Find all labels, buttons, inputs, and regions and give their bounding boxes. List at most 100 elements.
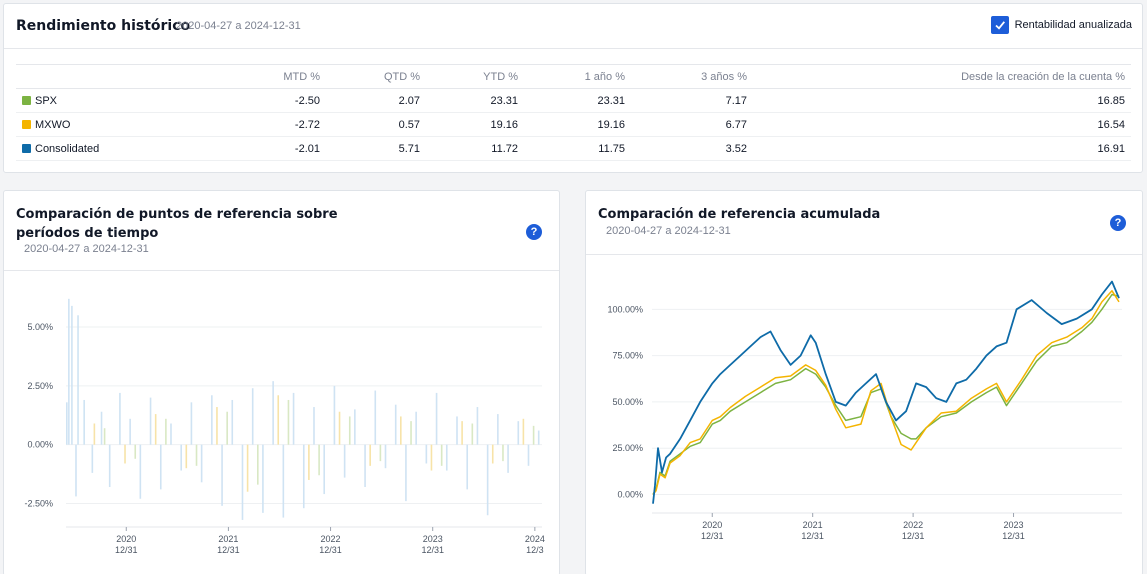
y-tick-label: 50.00% xyxy=(612,397,643,407)
bar-mark xyxy=(216,407,218,445)
annualized-return-toggle[interactable]: Rentabilidad anualizada xyxy=(990,16,1132,34)
cell-value: 11.72 xyxy=(426,136,524,161)
bar-mark xyxy=(476,407,479,445)
annualized-checkbox[interactable] xyxy=(990,16,1009,34)
y-tick-label: 0.00% xyxy=(27,440,53,450)
table-header-row: MTD % QTD % YTD % 1 año % 3 años % Desde… xyxy=(16,64,1131,89)
performance-header: Rendimiento histórico 2020-04-27 a 2024-… xyxy=(4,4,1142,49)
bar-mark xyxy=(302,444,305,509)
bar-mark xyxy=(364,444,366,488)
x-tick-sublabel: 12/31 xyxy=(319,545,342,555)
bar-mark xyxy=(522,418,525,445)
x-tick-label: 2020 xyxy=(116,534,136,544)
bar-mark xyxy=(440,444,443,466)
bar-mark xyxy=(532,425,535,445)
bar-mark xyxy=(308,444,310,480)
cell-value: 16.85 xyxy=(753,88,1131,113)
bar-mark xyxy=(318,444,320,476)
bar-mark xyxy=(190,402,193,445)
x-tick-sublabel: 12/31 xyxy=(115,545,138,555)
bar-mark xyxy=(257,444,259,485)
cell-value: 7.17 xyxy=(631,88,753,113)
help-icon[interactable]: ? xyxy=(1110,215,1126,231)
bar-mark xyxy=(537,430,540,445)
help-icon[interactable]: ? xyxy=(526,224,542,240)
bar-mark xyxy=(139,444,142,499)
consolidated-swatch xyxy=(22,143,31,153)
bar-mark xyxy=(75,444,77,497)
x-tick-sublabel: 12/31 xyxy=(217,545,240,555)
x-tick-label: 2021 xyxy=(218,534,238,544)
bar-mark xyxy=(129,418,131,445)
bar-mark xyxy=(445,444,448,471)
cell-value: -2.72 xyxy=(186,112,326,137)
bar-mark xyxy=(124,444,126,464)
bar-mark xyxy=(384,444,387,469)
x-tick-label: 2021 xyxy=(803,520,823,530)
bar-mark xyxy=(272,381,274,445)
bar-mark xyxy=(277,395,280,445)
cell-value: 3.52 xyxy=(631,136,753,161)
bar-mark xyxy=(466,444,469,490)
bar-mark xyxy=(103,428,106,445)
bar-mark xyxy=(149,397,152,445)
bar-mark xyxy=(410,421,412,445)
cumulative-line-chart: 0.00%25.00%50.00%75.00%100.00%202012/312… xyxy=(607,280,1122,541)
cell-value: 16.54 xyxy=(753,112,1131,137)
benchmark-bar-chart: 5.00%2.50%0.00%-2.50%202012/31202112/312… xyxy=(24,298,545,555)
bar-mark xyxy=(83,399,85,445)
bar-mark xyxy=(348,416,351,445)
bar-mark xyxy=(415,411,417,445)
bar-mark xyxy=(251,388,254,445)
row-name: Consolidated xyxy=(35,142,100,155)
bar-mark xyxy=(313,407,315,445)
bar-mark xyxy=(527,444,530,466)
bar-mark xyxy=(185,444,188,469)
y-tick-label: 75.00% xyxy=(612,351,643,361)
bar-mark xyxy=(170,423,172,445)
bar-mark xyxy=(66,402,68,445)
bar-mark xyxy=(180,444,183,471)
performance-date-range: 2020-04-27 a 2024-12-31 xyxy=(176,20,301,32)
cell-value: -2.50 xyxy=(186,88,326,113)
cell-value: 16.91 xyxy=(753,136,1131,161)
bar-mark xyxy=(471,423,474,445)
cell-value: 6.77 xyxy=(631,112,753,137)
bar-mark xyxy=(333,385,336,445)
bar-mark xyxy=(93,423,96,445)
series-line xyxy=(652,290,1120,495)
checkmark-icon xyxy=(994,21,1005,30)
cell-value: 11.75 xyxy=(524,136,631,161)
historical-performance-card: Rendimiento histórico 2020-04-27 a 2024-… xyxy=(3,3,1143,173)
bar-mark xyxy=(497,414,499,445)
row-name: MXWO xyxy=(35,118,71,131)
table-row: SPX -2.50 2.07 23.31 23.31 7.17 16.85 xyxy=(16,88,1131,113)
bar-mark xyxy=(159,444,162,490)
series-line xyxy=(652,280,1120,504)
performance-table: MTD % QTD % YTD % 1 año % 3 años % Desde… xyxy=(16,64,1131,161)
bar-mark xyxy=(262,444,264,513)
performance-title: Rendimiento histórico xyxy=(16,18,191,34)
bar-mark xyxy=(425,444,428,464)
column-header-3y: 3 años % xyxy=(631,64,753,89)
y-tick-label: 0.00% xyxy=(617,489,643,499)
bar-mark xyxy=(502,444,504,462)
bar-mark xyxy=(374,390,377,445)
x-tick-label: 2022 xyxy=(321,534,341,544)
column-header-inception: Desde la creación de la cuenta % xyxy=(753,64,1131,89)
row-name-cell: Consolidated xyxy=(16,136,186,161)
table-row: Consolidated -2.01 5.71 11.72 11.75 3.52… xyxy=(16,136,1131,161)
bar-mark xyxy=(338,411,341,445)
bar-mark xyxy=(507,444,509,473)
bar-mark xyxy=(369,444,371,466)
bar-mark xyxy=(195,444,198,466)
row-name-cell: MXWO xyxy=(16,112,186,137)
benchmark-chart-header: Comparación de puntos de referencia sobr… xyxy=(4,191,559,271)
mxwo-swatch xyxy=(22,119,31,129)
column-header-1y: 1 año % xyxy=(524,64,631,89)
x-tick-sublabel: 12/31 xyxy=(701,531,724,541)
bar-mark xyxy=(108,444,111,488)
bar-mark xyxy=(435,392,438,445)
spx-swatch xyxy=(22,95,31,105)
bar-mark xyxy=(134,444,137,459)
